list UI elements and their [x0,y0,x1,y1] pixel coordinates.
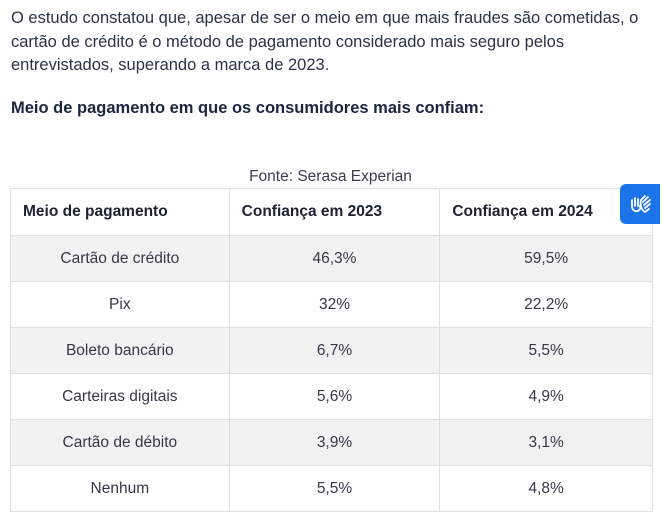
accessibility-widget-button[interactable] [620,184,660,224]
trust-2023-cell: 5,5% [228,465,441,512]
table-row: Cartão de crédito 46,3% 59,5% [10,235,653,282]
table-row: Boleto bancário 6,7% 5,5% [10,327,653,374]
trust-2024-cell: 3,1% [439,419,653,466]
table-source-caption: Fonte: Serasa Experian [249,168,412,185]
payment-method-cell: Carteiras digitais [10,373,230,420]
trust-2024-cell: 4,9% [439,373,653,420]
table-row: Pix 32% 22,2% [10,281,653,328]
table-row: Cartão de débito 3,9% 3,1% [10,419,653,466]
trust-2023-cell: 46,3% [228,235,441,282]
payment-method-cell: Cartão de crédito [10,235,230,282]
trust-2024-cell: 22,2% [439,281,653,328]
payment-method-cell: Nenhum [10,465,230,512]
trust-2024-cell: 5,5% [439,327,653,374]
column-header-payment-method: Meio de pagamento [10,188,230,236]
trust-2023-cell: 6,7% [228,327,441,374]
trust-2023-cell: 5,6% [228,373,441,420]
payment-method-cell: Boleto bancário [10,327,230,374]
column-header-trust-2024: Confiança em 2024 [439,188,653,236]
trust-2024-cell: 4,8% [439,465,653,512]
payment-method-cell: Cartão de débito [10,419,230,466]
trust-2023-cell: 3,9% [228,419,441,466]
table-row: Carteiras digitais 5,6% 4,9% [10,373,653,420]
intro-paragraph: O estudo constatou que, apesar de ser o … [11,9,639,74]
payment-trust-table: Meio de pagamento Confiança em 2023 Conf… [10,188,653,512]
trust-2023-cell: 32% [228,281,441,328]
table-header-row: Meio de pagamento Confiança em 2023 Conf… [10,188,653,236]
section-subheading: Meio de pagamento em que os consumidores… [11,99,485,117]
table-row: Nenhum 5,5% 4,8% [10,465,653,512]
column-header-trust-2023: Confiança em 2023 [228,188,441,236]
payment-method-cell: Pix [10,281,230,328]
trust-2024-cell: 59,5% [439,235,653,282]
sign-language-hands-icon [631,195,651,213]
